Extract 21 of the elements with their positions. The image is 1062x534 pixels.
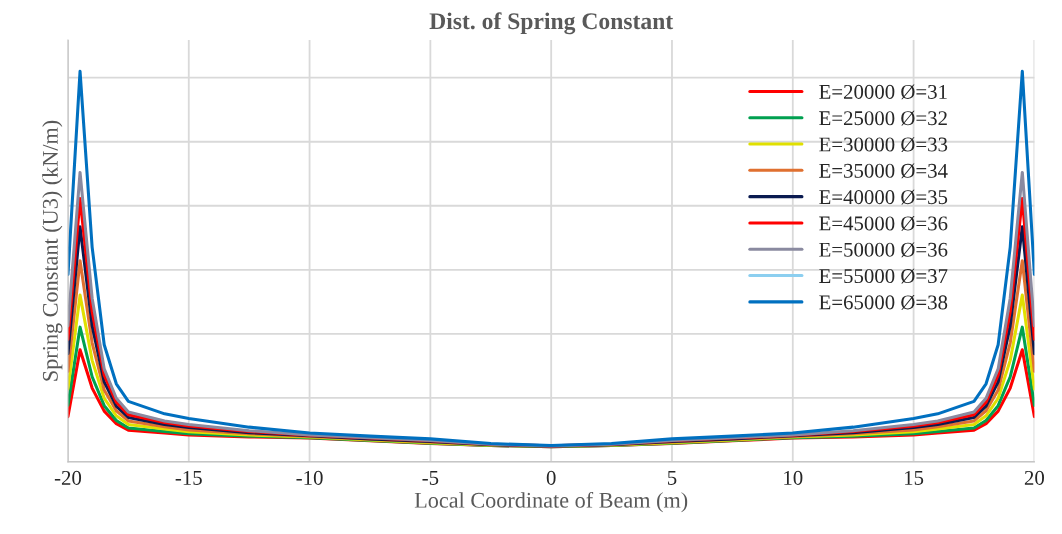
- legend-label: E=55000 Ø=37: [819, 268, 948, 284]
- legend-label: E=50000 Ø=36: [819, 242, 948, 258]
- x-tick-label: -15: [175, 470, 202, 485]
- legend-label: E=65000 Ø=38: [819, 295, 948, 310]
- x-tick-label: 10: [784, 470, 803, 485]
- legend-label: E=30000 Ø=33: [819, 137, 948, 152]
- legend-label: E=45000 Ø=36: [819, 216, 948, 231]
- x-tick-label: 20: [1024, 470, 1045, 485]
- x-axis-title: Local Coordinate of Beam (m): [414, 491, 688, 513]
- x-tick-label: 0: [546, 470, 556, 485]
- legend-label: E=25000 Ø=32: [819, 110, 947, 126]
- x-tick-label: 15: [905, 470, 924, 485]
- x-tick-label: -10: [296, 470, 323, 485]
- chart-title: Dist. of Spring Constant: [429, 12, 674, 35]
- x-tick-label: -5: [422, 471, 439, 485]
- legend-label: E=35000 Ø=34: [819, 163, 948, 179]
- legend-label: E=20000 Ø=31: [819, 84, 947, 100]
- y-axis-title: Spring Constant (U3) (kN/m): [42, 120, 63, 381]
- legend-label: E=40000 Ø=35: [819, 189, 948, 205]
- x-tick-label: -20: [54, 470, 82, 485]
- x-tick-label: 5: [667, 471, 677, 485]
